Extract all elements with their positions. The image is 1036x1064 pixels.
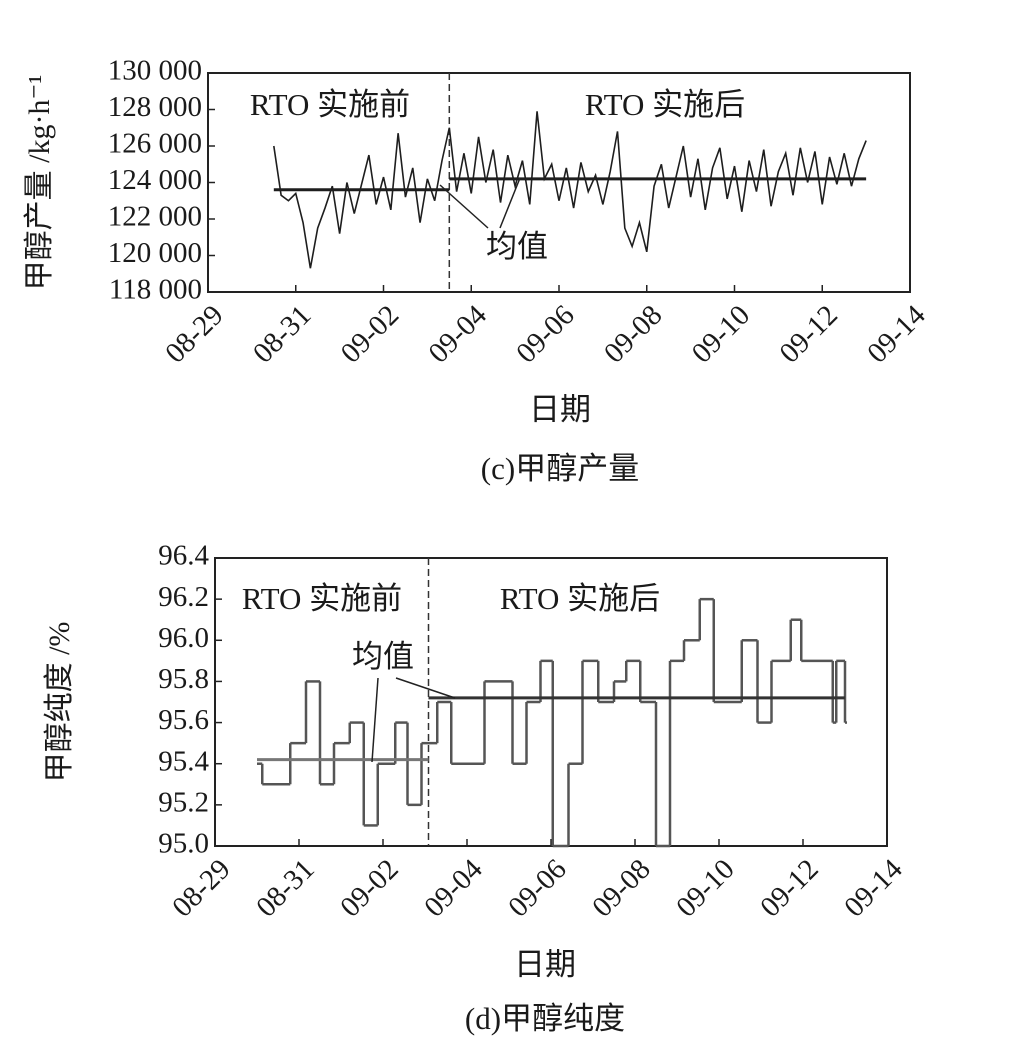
x-tick-label: 09-12	[773, 299, 843, 369]
y-tick-label: 95.4	[158, 745, 209, 777]
y-tick-label: 130 000	[108, 55, 202, 87]
y-tick-label: 118 000	[109, 274, 202, 306]
y-tick-label: 95.8	[158, 663, 209, 695]
y-tick-label: 124 000	[108, 164, 202, 196]
x-tick-label: 08-31	[250, 853, 320, 923]
annotation-pointer	[371, 677, 379, 763]
y-tick-label: 122 000	[108, 201, 202, 233]
annotation-pointer	[499, 177, 521, 229]
x-tick-label: 08-31	[247, 299, 317, 369]
y-axis-label: 甲醇产量 /kg·h⁻¹	[23, 75, 56, 291]
caption: (c)甲醇产量	[481, 451, 639, 486]
x-tick-label: 09-12	[754, 853, 824, 923]
y-tick-label: 95.2	[158, 787, 209, 819]
x-tick-label: 09-10	[670, 853, 740, 923]
x-tick-label: 09-04	[422, 299, 493, 370]
y-tick-label: 96.0	[158, 622, 209, 654]
annotation: RTO 实施后	[585, 87, 745, 122]
annotation: RTO 实施前	[242, 581, 402, 616]
x-axis-label: 日期	[514, 947, 576, 982]
x-tick-label: 08-29	[166, 853, 236, 923]
x-tick-label: 09-08	[586, 853, 656, 923]
step-riser	[261, 599, 847, 846]
y-axis-label: 甲醇纯度 /%	[43, 622, 76, 783]
y-tick-label: 95.6	[158, 704, 209, 736]
x-axis-label: 日期	[529, 392, 591, 427]
annotation: 均值	[352, 639, 414, 674]
x-tick-label: 09-10	[686, 299, 756, 369]
x-tick-label: 09-08	[598, 299, 668, 369]
x-tick-label: 09-06	[510, 299, 580, 369]
y-tick-label: 128 000	[108, 91, 202, 123]
x-tick-label: 09-04	[418, 853, 489, 924]
annotation: RTO 实施前	[250, 87, 410, 122]
y-tick-label: 126 000	[108, 128, 202, 160]
x-tick-label: 09-02	[334, 853, 404, 923]
annotation: RTO 实施后	[500, 581, 660, 616]
y-tick-label: 96.4	[158, 540, 209, 572]
x-tick-label: 08-29	[159, 299, 229, 369]
caption: (d)甲醇纯度	[465, 1001, 625, 1036]
annotation: 均值	[486, 229, 548, 264]
x-tick-label: 09-06	[502, 853, 572, 923]
y-tick-label: 95.0	[158, 828, 209, 860]
x-tick-label: 09-14	[861, 299, 932, 370]
annotation-pointer	[395, 677, 456, 699]
x-tick-label: 09-14	[838, 853, 909, 924]
y-tick-label: 120 000	[108, 237, 202, 269]
y-tick-label: 96.2	[158, 581, 209, 613]
annotation-pointer	[439, 184, 489, 229]
x-tick-label: 09-02	[335, 299, 405, 369]
